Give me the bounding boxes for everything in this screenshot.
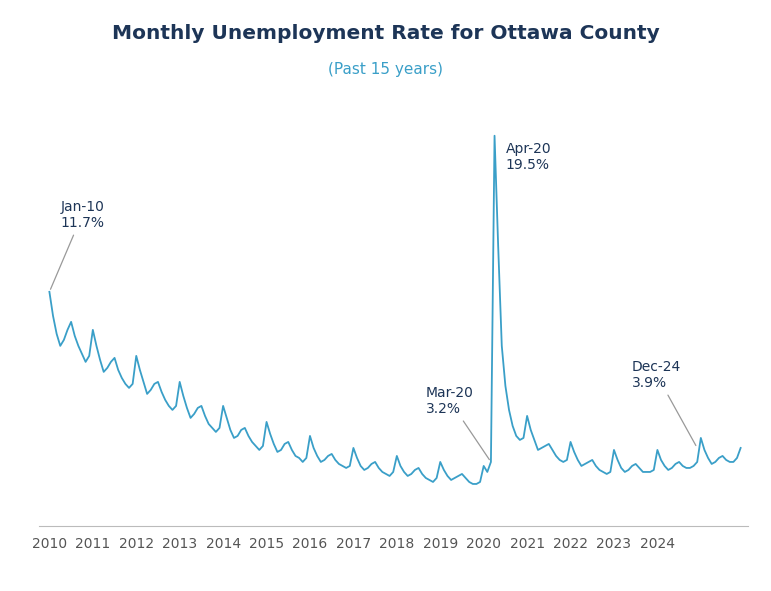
Text: Apr-20
19.5%: Apr-20 19.5% bbox=[506, 142, 551, 172]
Text: Jan-10
11.7%: Jan-10 11.7% bbox=[50, 200, 104, 289]
Text: Dec-24
3.9%: Dec-24 3.9% bbox=[632, 360, 696, 446]
Text: Monthly Unemployment Rate for Ottawa County: Monthly Unemployment Rate for Ottawa Cou… bbox=[112, 24, 659, 43]
Text: (Past 15 years): (Past 15 years) bbox=[328, 62, 443, 77]
Text: Mar-20
3.2%: Mar-20 3.2% bbox=[426, 386, 490, 460]
